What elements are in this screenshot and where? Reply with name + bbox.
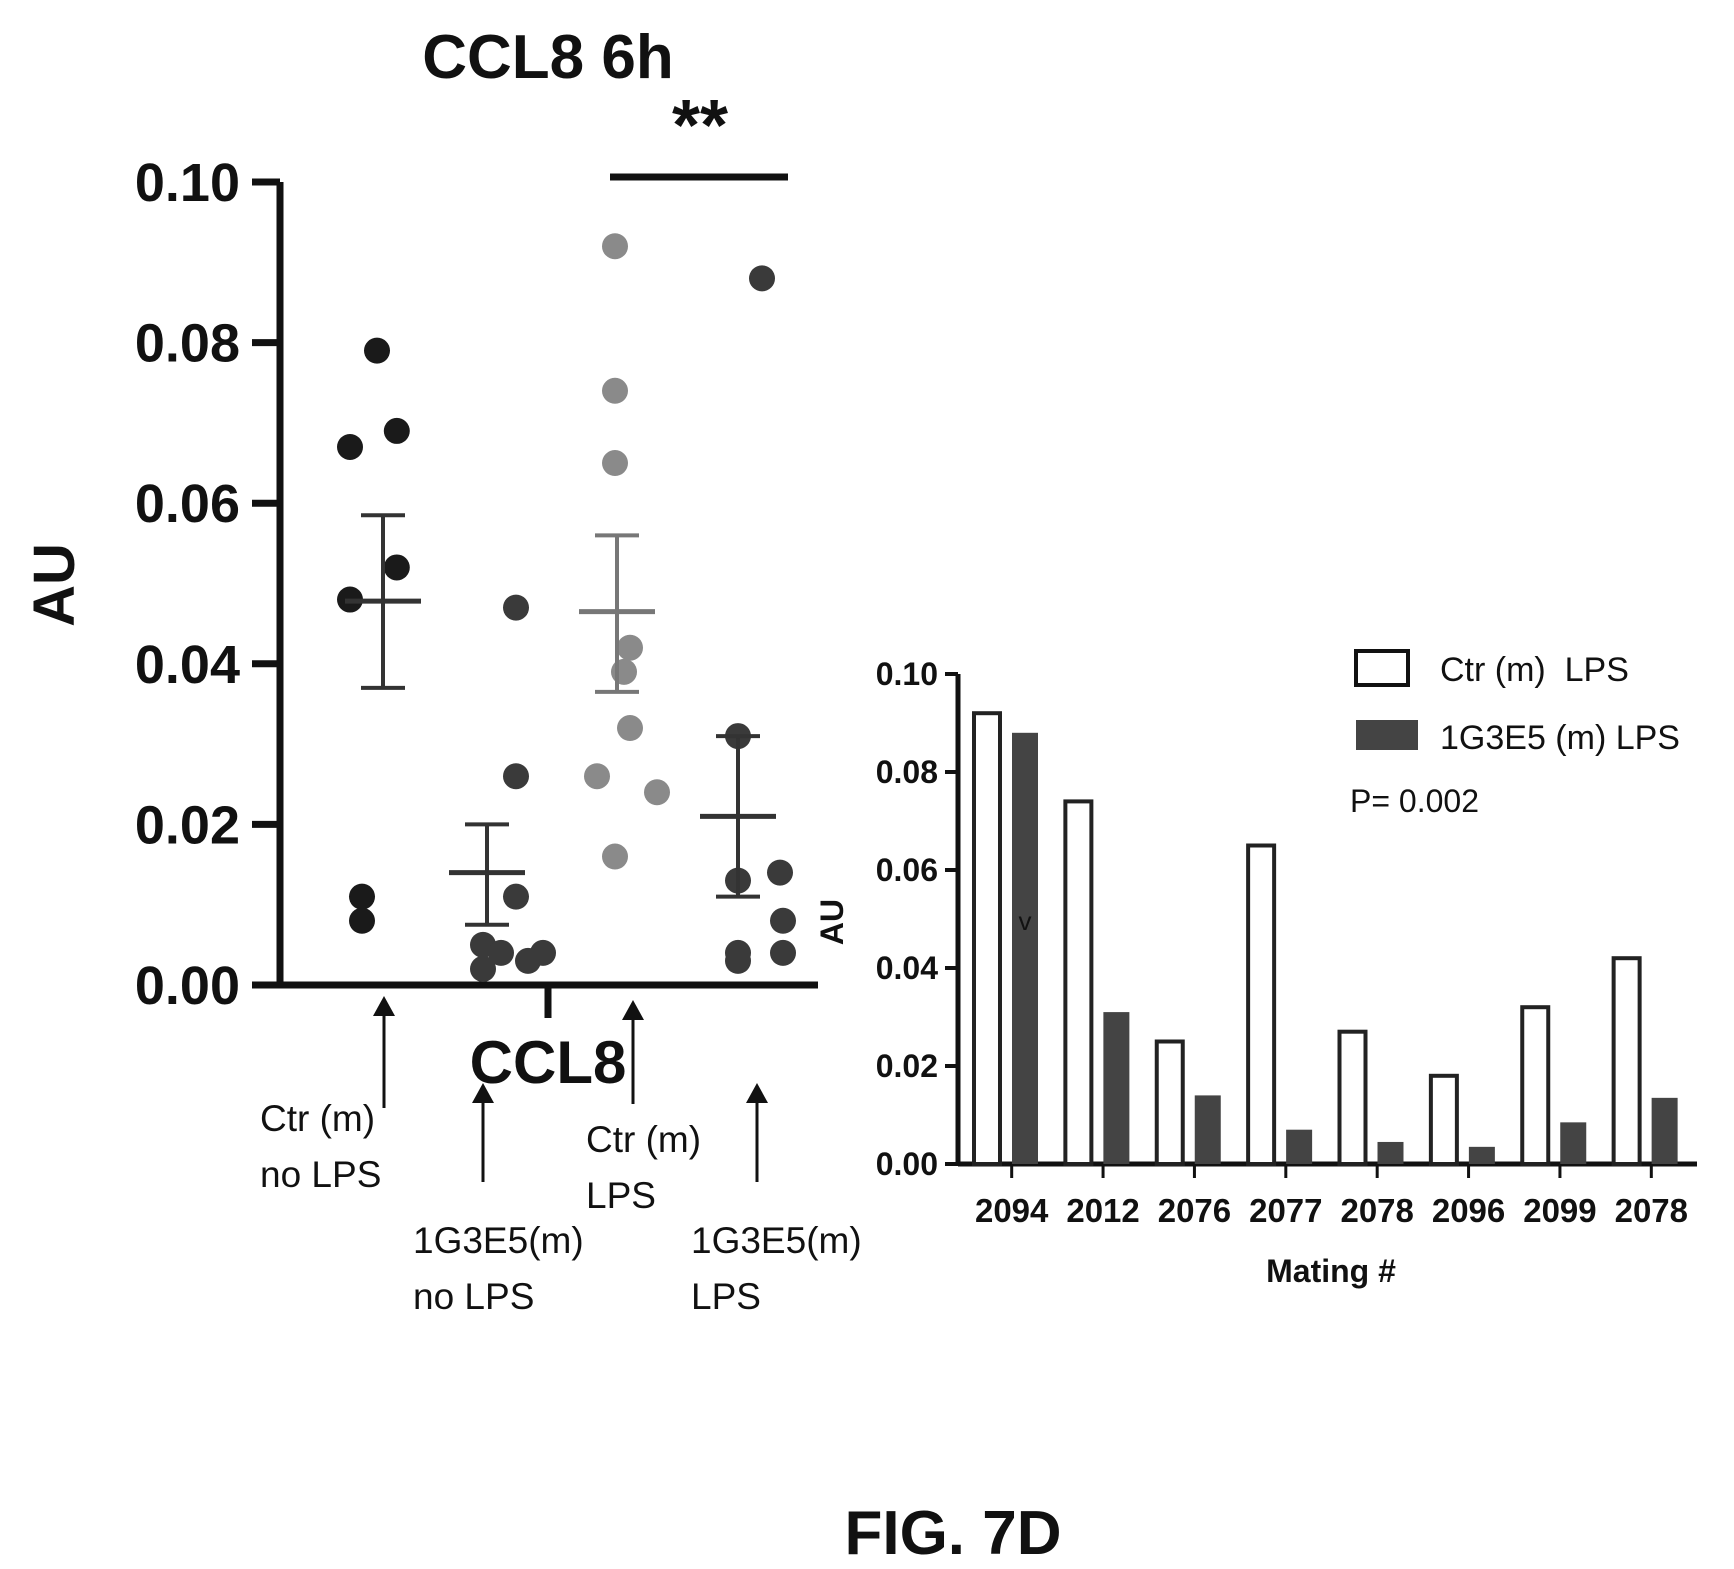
bar-x-ticks: 2094 2012 2076 2077 2078 2096 2099 2078	[975, 1164, 1688, 1229]
data-point	[503, 594, 529, 621]
scatter-y-ticks: 0.00 0.02 0.04 0.06 0.08 0.10	[135, 153, 280, 1016]
data-point	[584, 763, 610, 790]
scatter-x-axis-label: CCL8	[470, 1029, 627, 1096]
group-label: 1G3E5(m)	[691, 1220, 862, 1261]
data-point	[349, 883, 375, 910]
bar-1g3e5-lps	[1286, 1129, 1313, 1164]
data-point	[617, 634, 643, 661]
bar-y-axis-label: AU	[814, 899, 850, 945]
bar-x-tick-label: 2078	[1340, 1192, 1413, 1229]
p-value-annotation: P= 0.002	[1350, 783, 1479, 819]
data-point	[349, 907, 375, 934]
bar-x-tick-label: 2012	[1066, 1192, 1139, 1229]
data-point	[770, 939, 796, 966]
data-point	[602, 377, 628, 404]
data-point	[602, 450, 628, 477]
callout-arrow-head	[373, 996, 395, 1016]
group-label: 1G3E5(m)	[413, 1220, 584, 1261]
callout-arrow-head	[622, 1000, 644, 1020]
scatter-marks	[337, 233, 796, 982]
data-point	[617, 715, 643, 742]
figure-label: FIG. 7D	[844, 1499, 1061, 1568]
bar-mark-label: v	[1019, 906, 1032, 936]
group-label: no LPS	[413, 1276, 534, 1317]
bar-marks: v	[972, 711, 1678, 1167]
data-point	[749, 265, 775, 292]
scatter-y-tick-label: 0.10	[135, 153, 240, 213]
data-point	[770, 907, 796, 934]
bar-x-tick-label: 2094	[975, 1192, 1049, 1229]
bar-ctr-lps	[972, 711, 1002, 1166]
data-point	[470, 955, 496, 982]
bar-ctr-lps	[1428, 1073, 1459, 1167]
callout-arrow-head	[746, 1083, 768, 1103]
group-label: no LPS	[260, 1154, 381, 1195]
data-point	[337, 433, 363, 460]
legend-label-1g3e5: 1G3E5 (m) LPS	[1440, 719, 1680, 757]
data-point	[503, 763, 529, 790]
bar-y-tick-label: 0.04	[876, 950, 938, 986]
bar-1g3e5-lps	[1468, 1146, 1495, 1164]
data-point	[488, 939, 514, 966]
data-point	[602, 843, 628, 870]
bar-x-tick-label: 2099	[1523, 1192, 1596, 1229]
bar-ctr-lps	[1246, 843, 1277, 1166]
legend-swatch-ctr	[1354, 649, 1410, 687]
data-point	[383, 417, 410, 444]
scatter-y-axis-label: AU	[22, 543, 87, 627]
data-point	[644, 779, 670, 806]
scatter-y-tick-label: 0.02	[135, 795, 240, 855]
bar-1g3e5-lps	[1194, 1095, 1221, 1164]
bar-x-tick-label: 2077	[1249, 1192, 1322, 1229]
scatter-chart-title: CCL8 6h	[422, 23, 673, 92]
data-point	[767, 859, 793, 886]
data-point	[364, 337, 390, 364]
bar-x-axis-label: Mating #	[1266, 1253, 1396, 1289]
legend-swatch-1g3e5	[1356, 720, 1418, 750]
bar-ctr-lps	[1154, 1039, 1185, 1166]
bar-1g3e5-lps	[1012, 732, 1038, 1164]
scatter-y-tick-label: 0.08	[135, 314, 240, 374]
data-point	[725, 947, 751, 974]
callout-arrow-head	[472, 1083, 494, 1103]
bar-1g3e5-lps	[1377, 1141, 1404, 1164]
bar-y-tick-label: 0.08	[876, 754, 938, 790]
bar-ctr-lps	[1337, 1029, 1368, 1166]
bar-ctr-lps	[1611, 956, 1642, 1167]
bar-1g3e5-lps	[1651, 1097, 1678, 1164]
bar-x-tick-label: 2078	[1615, 1192, 1688, 1229]
legend-label-ctr: Ctr (m) LPS	[1440, 651, 1629, 689]
scatter-chart: CCL8 6h ** 0.00 0.02 0.04 0.06 0.08 0.10 AU C…	[22, 23, 862, 1317]
bar-y-tick-label: 0.02	[876, 1048, 938, 1084]
bar-x-tick-label: 2076	[1158, 1192, 1231, 1229]
scatter-y-tick-label: 0.06	[135, 474, 240, 534]
bar-y-tick-label: 0.00	[876, 1146, 938, 1182]
bar-y-tick-label: 0.06	[876, 852, 938, 888]
bar-chart: 0.000.020.040.060.080.10 v 2094 2012 2076 2…	[814, 649, 1697, 1289]
group-label: Ctr (m)	[260, 1098, 375, 1139]
group-label: Ctr (m)	[586, 1119, 701, 1160]
bar-x-tick-label: 2096	[1432, 1192, 1505, 1229]
data-point	[383, 554, 410, 581]
bar-ctr-lps	[1063, 799, 1094, 1167]
bar-y-ticks: 0.00 0.02 0.04 0.06 0.08 0.10	[876, 656, 958, 1182]
bar-1g3e5-lps	[1560, 1122, 1587, 1164]
bar-legend: Ctr (m) LPS 1G3E5 (m) LPS P= 0.002	[1350, 649, 1680, 819]
bar-1g3e5-lps	[1103, 1012, 1130, 1164]
scatter-y-tick-label: 0.04	[135, 635, 240, 695]
data-point	[602, 233, 628, 260]
group-label: LPS	[586, 1175, 656, 1216]
data-point	[515, 947, 541, 974]
scatter-y-tick-label: 0.00	[135, 956, 240, 1016]
data-point	[611, 658, 637, 685]
data-point	[503, 883, 529, 910]
bar-ctr-lps	[1520, 1005, 1551, 1167]
significance-marker: **	[672, 86, 728, 166]
group-label: LPS	[691, 1276, 761, 1317]
bar-y-tick-label: 0.10	[876, 656, 938, 692]
